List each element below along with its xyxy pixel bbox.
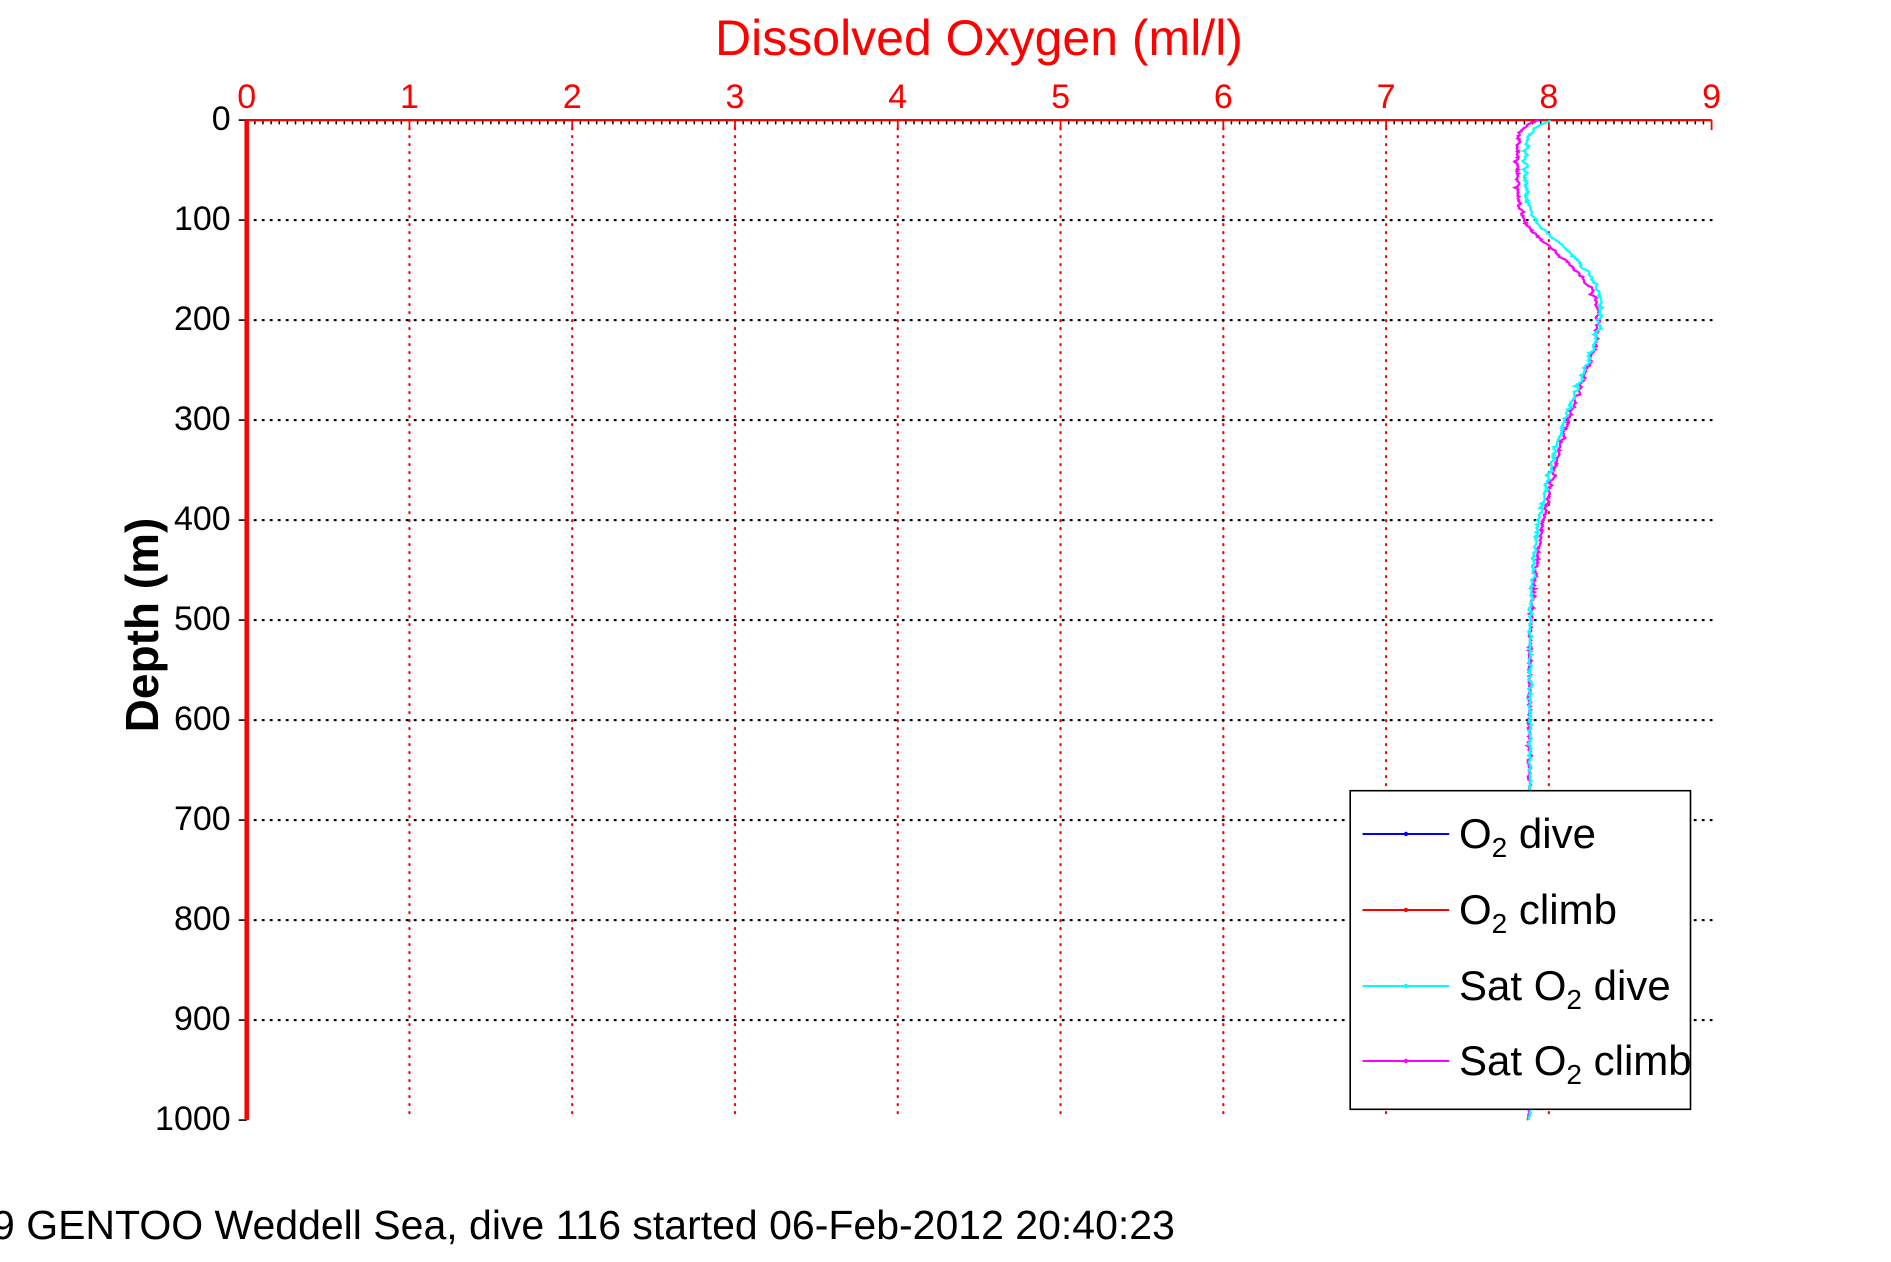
svg-text:O2 climb: O2 climb: [1459, 886, 1617, 939]
svg-text:300: 300: [174, 400, 231, 438]
svg-text:O2 dive: O2 dive: [1459, 810, 1596, 863]
svg-text:7: 7: [1377, 78, 1396, 116]
svg-text:700: 700: [174, 800, 231, 838]
svg-text:6: 6: [1214, 78, 1233, 116]
svg-text:100: 100: [174, 200, 231, 238]
svg-text:600: 600: [174, 700, 231, 738]
svg-text:5: 5: [1051, 78, 1070, 116]
svg-text:1: 1: [400, 78, 419, 116]
svg-text:Dissolved Oxygen (ml/l): Dissolved Oxygen (ml/l): [715, 10, 1243, 66]
svg-text:3: 3: [726, 78, 745, 116]
svg-text:1000: 1000: [155, 1100, 231, 1138]
svg-text:500: 500: [174, 600, 231, 638]
svg-text:0: 0: [212, 100, 231, 138]
svg-text:8: 8: [1539, 78, 1558, 116]
svg-text:Sat O2 dive: Sat O2 dive: [1459, 962, 1671, 1015]
svg-text:9: 9: [1702, 78, 1721, 116]
svg-text:Depth (m): Depth (m): [116, 518, 168, 733]
svg-text:200: 200: [174, 300, 231, 338]
svg-text:800: 800: [174, 900, 231, 938]
svg-text:400: 400: [174, 500, 231, 538]
svg-text:0: 0: [237, 78, 256, 116]
svg-text:4: 4: [888, 78, 907, 116]
svg-text:2: 2: [563, 78, 582, 116]
svg-text:900: 900: [174, 1000, 231, 1038]
svg-text:9 GENTOO Weddell Sea, dive 116: 9 GENTOO Weddell Sea, dive 116 started 0…: [0, 1202, 1175, 1248]
